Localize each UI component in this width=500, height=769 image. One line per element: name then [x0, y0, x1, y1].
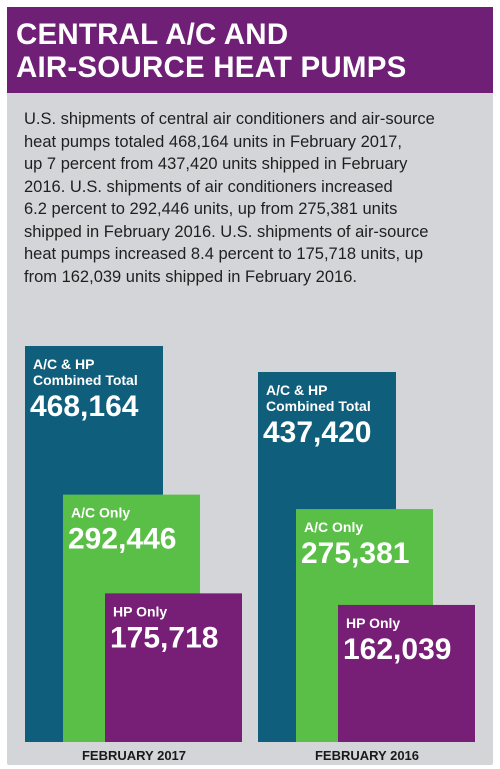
bar-series-label: A/C Only [71, 505, 130, 521]
bar-series-label: HP Only [113, 603, 167, 619]
bar-value-label: 468,164 [30, 390, 139, 423]
bar-hp-2017 [105, 593, 242, 742]
description-line: U.S. shipments of central air conditione… [24, 110, 435, 128]
description-line: from 162,039 units shipped in February 2… [24, 267, 357, 286]
bar-series-label: HP Only [346, 615, 400, 631]
bar-series-label: A/C & HP [266, 382, 327, 398]
bar-hp-2016 [338, 604, 475, 742]
description-line: 6.2 percent to 292,446 units, up from 27… [24, 200, 398, 218]
header-banner [7, 7, 493, 93]
bar-value-label: 162,039 [343, 633, 451, 666]
description-line: heat pumps totaled 468,164 units in Febr… [24, 132, 402, 151]
bar-value-label: 292,446 [68, 523, 176, 556]
description-line: up 7 percent from 437,420 units shipped … [24, 155, 408, 173]
description-line: heat pumps increased 8.4 percent to 175,… [24, 245, 424, 263]
bar-series-label: A/C & HP [33, 356, 94, 372]
description-text: U.S. shipments of central air conditione… [24, 108, 486, 288]
bar-series-label: A/C Only [304, 519, 363, 535]
title-line-2: AIR-SOURCE HEAT PUMPS [16, 51, 407, 84]
category-label: FEBRUARY 2016 [315, 748, 419, 763]
description-line: shipped in February 2016. U.S. shipments… [24, 222, 429, 241]
bar-value-label: 175,718 [110, 621, 218, 654]
bar-series-label: Combined Total [33, 372, 138, 388]
bar-series-label: Combined Total [266, 398, 371, 414]
bar-value-label: 437,420 [263, 416, 371, 449]
description-line: 2016. U.S. shipments of air conditioners… [24, 177, 393, 196]
bar-value-label: 275,381 [301, 537, 409, 570]
page-title: CENTRAL A/C AND AIR-SOURCE HEAT PUMPS [16, 18, 476, 84]
title-line-1: CENTRAL A/C AND [16, 18, 289, 51]
category-label: FEBRUARY 2017 [82, 748, 186, 763]
